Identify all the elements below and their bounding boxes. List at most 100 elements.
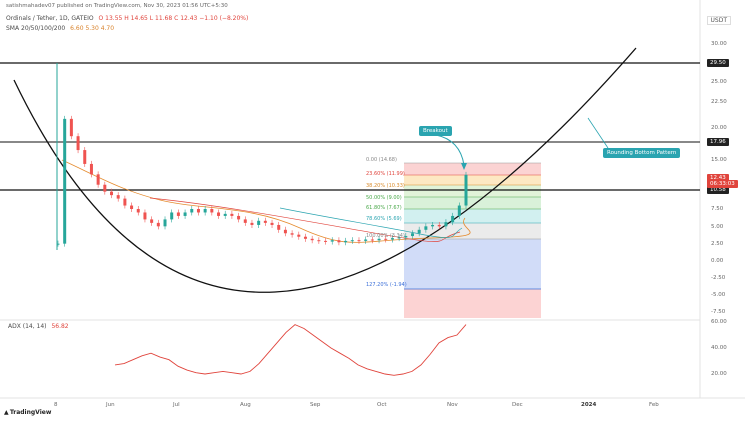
price-tick-label: 25.00 bbox=[711, 79, 727, 85]
price-tick-label: 30.00 bbox=[711, 41, 727, 47]
pattern-callout[interactable]: Rounding Bottom Pattern bbox=[603, 148, 681, 158]
fib-level-label: 78.60% (5.69) bbox=[366, 216, 402, 222]
candle-body bbox=[243, 219, 247, 223]
candle-body bbox=[344, 240, 348, 243]
candle-body bbox=[424, 226, 428, 230]
candle-body bbox=[76, 136, 80, 151]
publisher-info: satishmahadev07 published on TradingView… bbox=[6, 3, 228, 9]
breakout-arrowhead bbox=[461, 163, 467, 170]
price-tick-label: 22.50 bbox=[711, 99, 727, 105]
candle-body bbox=[384, 238, 388, 240]
candle-body bbox=[203, 209, 207, 213]
adx-header: ADX (14, 14) 56.82 bbox=[8, 323, 69, 330]
candle-body bbox=[317, 240, 321, 242]
candle-body bbox=[431, 224, 435, 227]
candle-body bbox=[337, 240, 341, 243]
candle-body bbox=[196, 209, 200, 213]
candle-body bbox=[210, 209, 214, 213]
candle-body bbox=[437, 224, 441, 227]
price-tick-label: 20.00 bbox=[711, 125, 727, 131]
fib-level-label: 127.20% (-1.94) bbox=[366, 282, 407, 288]
candle-body bbox=[290, 233, 294, 235]
sma-50-line bbox=[149, 197, 461, 242]
time-tick-label: Nov bbox=[447, 402, 458, 408]
time-tick-label: 2024 bbox=[581, 402, 597, 408]
fib-level-label: 61.80% (7.67) bbox=[366, 205, 402, 211]
adx-tick-label: 60.00 bbox=[711, 319, 727, 325]
ma-row: SMA 20/50/100/200 6.60 5.30 4.70 bbox=[6, 25, 117, 32]
candle-body bbox=[350, 240, 354, 242]
time-tick-label: Aug bbox=[240, 402, 251, 408]
candle-body bbox=[377, 238, 381, 241]
ma-values: 6.60 5.30 4.70 bbox=[70, 25, 115, 32]
price-tick-label: 0.00 bbox=[711, 258, 724, 264]
price-tick-label: 7.50 bbox=[711, 206, 724, 212]
candle-body bbox=[89, 163, 93, 175]
tradingview-logo[interactable]: ▲ TradingView bbox=[4, 409, 51, 416]
candle-body bbox=[170, 212, 174, 220]
time-tick-label: Jul bbox=[173, 402, 180, 408]
bar-countdown: 06:33:03 bbox=[707, 180, 738, 188]
symbol-title[interactable]: Ordinals / Tether, 1D, GATEIO bbox=[6, 15, 94, 22]
ohlc-values: O 13.55 H 14.65 L 11.68 C 12.43 −1.10 (−… bbox=[98, 15, 249, 22]
breakout-arrow bbox=[435, 134, 465, 166]
price-tick-label: 5.00 bbox=[711, 224, 724, 230]
adx-label[interactable]: ADX (14, 14) bbox=[8, 323, 47, 330]
symbol-row: Ordinals / Tether, 1D, GATEIO O 13.55 H … bbox=[6, 15, 251, 22]
candle-body bbox=[217, 212, 221, 216]
candle-body bbox=[69, 118, 73, 137]
candle-body bbox=[110, 191, 114, 196]
candle-body bbox=[103, 184, 107, 192]
rounding-bottom-curve bbox=[13, 47, 637, 293]
candle-body bbox=[163, 219, 167, 227]
adx-line bbox=[114, 324, 467, 376]
fib-level-label: 100.00% (3.34) bbox=[366, 233, 405, 239]
candle-body bbox=[176, 212, 180, 216]
candle-body bbox=[357, 240, 361, 242]
time-tick-label: Oct bbox=[377, 402, 387, 408]
sma-20-line bbox=[61, 159, 471, 243]
candle-body bbox=[250, 222, 254, 225]
price-candles bbox=[56, 63, 468, 250]
price-tick-label: 15.00 bbox=[711, 157, 727, 163]
candle-body bbox=[310, 238, 314, 241]
candle-body bbox=[130, 205, 134, 209]
candle-body bbox=[223, 213, 227, 216]
candle-body bbox=[283, 229, 287, 234]
candle-body bbox=[150, 219, 154, 223]
candle-body bbox=[297, 234, 301, 237]
time-tick-label: 8 bbox=[54, 402, 58, 408]
candle-body bbox=[183, 212, 187, 216]
candle-body bbox=[230, 213, 234, 216]
pattern-pointer-line bbox=[587, 117, 609, 149]
candle-body bbox=[83, 150, 87, 164]
candle-body bbox=[116, 195, 120, 199]
candle-body bbox=[324, 240, 328, 242]
candle-body bbox=[190, 209, 194, 213]
fib-level-label: 0.00 (14.68) bbox=[366, 157, 397, 163]
candle-body bbox=[63, 118, 67, 244]
candle-body bbox=[417, 229, 421, 234]
adx-tick-label: 40.00 bbox=[711, 345, 727, 351]
candle-body bbox=[451, 215, 455, 223]
candle-body bbox=[270, 222, 274, 225]
tradingview-logo-mark: ▲ bbox=[4, 409, 10, 416]
price-tag: 17.96 bbox=[707, 138, 729, 146]
candle-body bbox=[364, 239, 368, 241]
fib-retracement bbox=[404, 162, 541, 318]
time-tick-label: Jun bbox=[106, 402, 115, 408]
price-tag: 10.58 bbox=[707, 186, 729, 194]
adx-tick-label: 20.00 bbox=[711, 371, 727, 377]
adx-indicator bbox=[114, 324, 467, 376]
breakout-callout[interactable]: Breakout bbox=[419, 126, 452, 136]
time-tick-label: Feb bbox=[649, 402, 659, 408]
time-tick-label: Sep bbox=[310, 402, 321, 408]
candle-body bbox=[143, 212, 147, 220]
candle-body bbox=[237, 215, 241, 220]
ma-label[interactable]: SMA 20/50/100/200 bbox=[6, 25, 66, 32]
price-tag: 29.50 bbox=[707, 59, 729, 67]
fib-level-label: 23.60% (11.99) bbox=[366, 171, 405, 177]
price-tick-label: -5.00 bbox=[711, 292, 726, 298]
candle-body bbox=[96, 174, 100, 185]
